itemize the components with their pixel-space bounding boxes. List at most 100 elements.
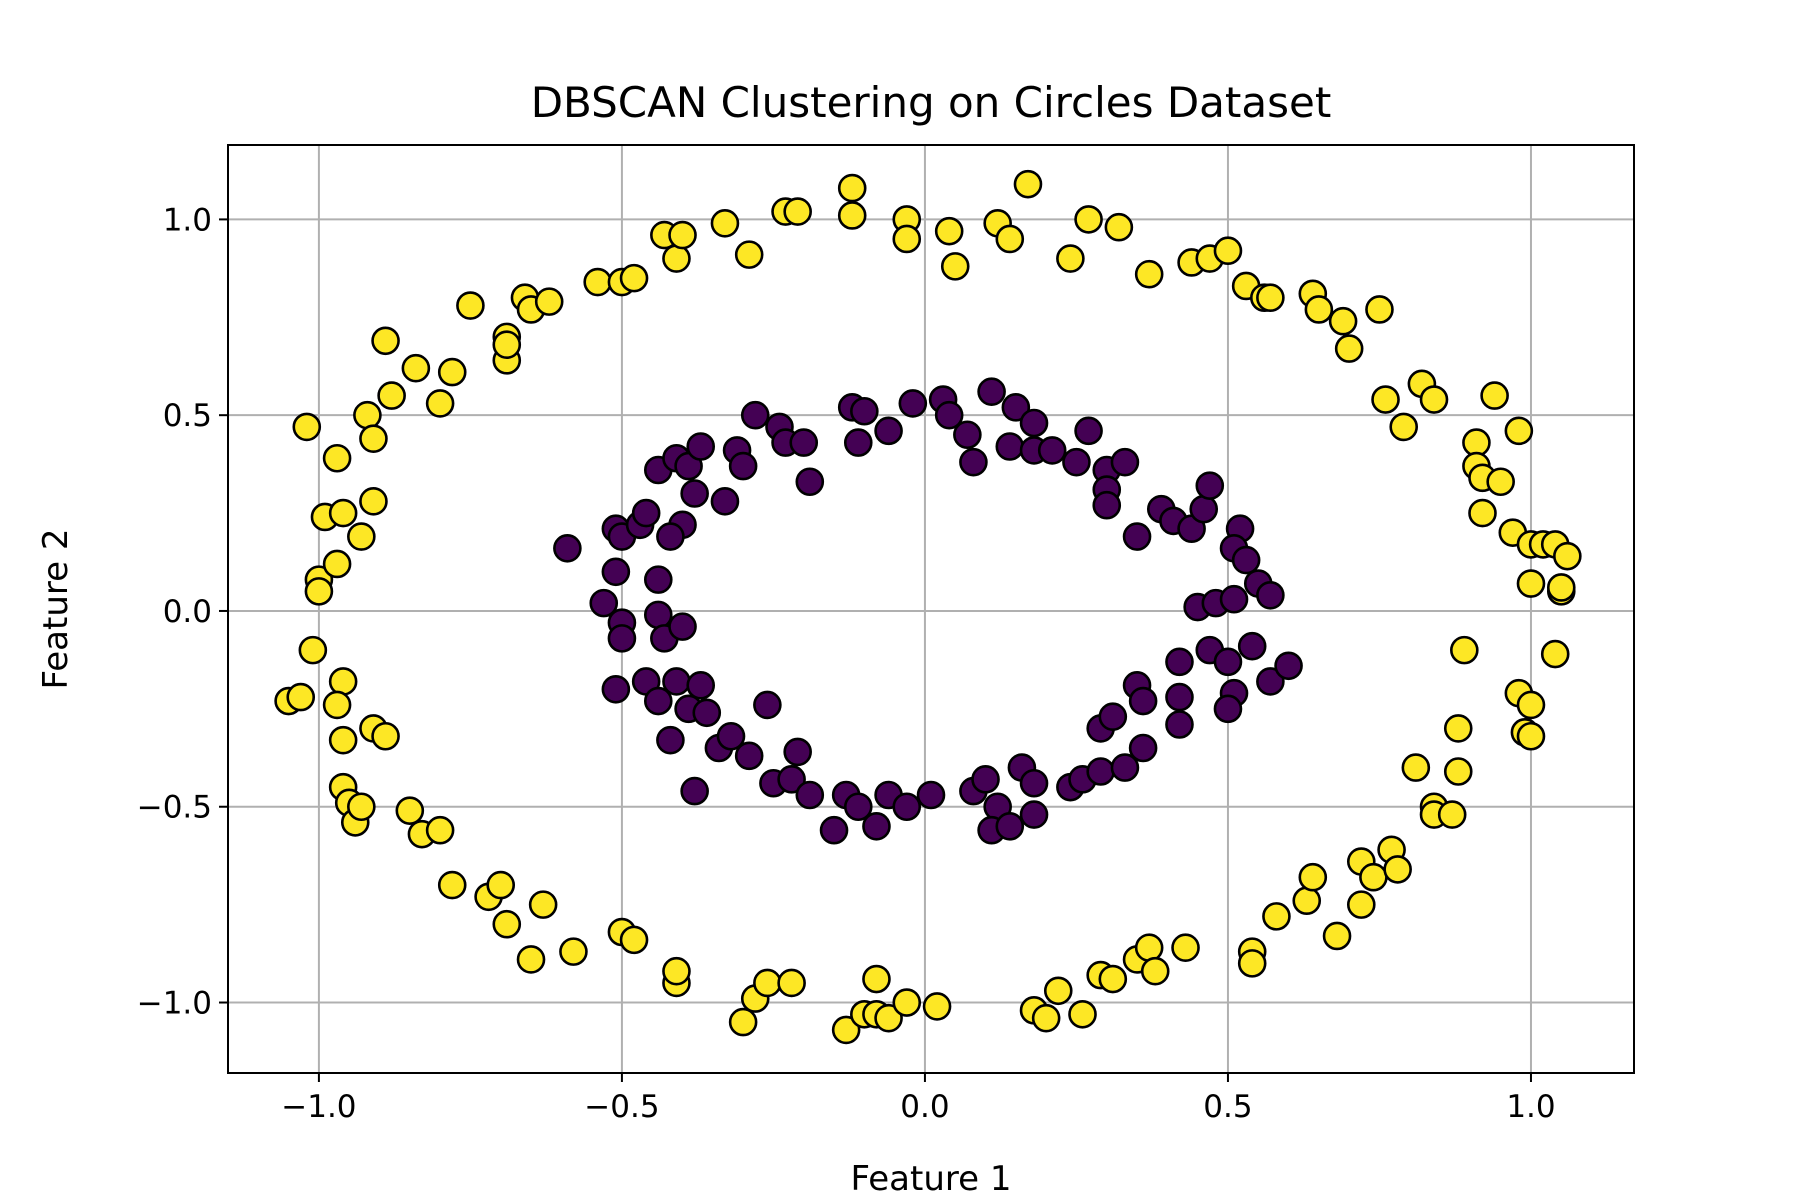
cluster-0-point bbox=[728, 451, 758, 481]
cluster-1-point bbox=[377, 381, 406, 410]
cluster-0-point bbox=[819, 815, 849, 845]
cluster-0-point bbox=[783, 737, 812, 767]
cluster-0-point bbox=[971, 765, 1000, 794]
cluster-1-point bbox=[322, 690, 352, 720]
cluster-0-point bbox=[740, 400, 770, 430]
cluster-1-point bbox=[1540, 639, 1570, 669]
cluster-1-point bbox=[1237, 949, 1267, 978]
cluster-1-point bbox=[395, 796, 425, 825]
cluster-0-point bbox=[607, 624, 637, 653]
cluster-1-point bbox=[486, 870, 516, 900]
cluster-0-point bbox=[1098, 702, 1128, 731]
cluster-1-point bbox=[892, 988, 922, 1017]
cluster-1-point bbox=[298, 635, 328, 665]
cluster-0-point bbox=[1019, 768, 1049, 798]
cluster-0-point bbox=[662, 667, 691, 696]
cluster-1-point bbox=[1383, 855, 1412, 884]
cluster-0-point bbox=[1019, 408, 1049, 438]
cluster-0-point bbox=[1237, 631, 1267, 661]
cluster-0-point bbox=[1213, 694, 1243, 724]
cluster-1-point bbox=[492, 909, 522, 939]
cluster-1-point bbox=[347, 522, 376, 551]
cluster-1-point bbox=[1262, 902, 1291, 931]
cluster-0-point bbox=[601, 557, 631, 587]
cluster-0-point bbox=[631, 498, 661, 528]
cluster-1-point bbox=[425, 389, 455, 418]
y-tick-label: 1.0 bbox=[163, 202, 212, 238]
cluster-1-point bbox=[1334, 334, 1364, 363]
cluster-1-point bbox=[862, 964, 891, 994]
cluster-0-point bbox=[643, 686, 673, 716]
cluster-1-point bbox=[304, 577, 334, 606]
cluster-0-point bbox=[850, 396, 879, 426]
cluster-0-point bbox=[862, 812, 891, 841]
cluster-0-point bbox=[959, 447, 988, 477]
cluster-1-point bbox=[1256, 283, 1285, 313]
cluster-0-point bbox=[1274, 651, 1303, 681]
cluster-1-point bbox=[528, 890, 558, 919]
cluster-1-point bbox=[728, 1007, 758, 1037]
cluster-1-point bbox=[328, 725, 358, 755]
plot-frame bbox=[227, 144, 1635, 1074]
cluster-1-point bbox=[1450, 635, 1479, 665]
cluster-1-point bbox=[371, 326, 400, 356]
cluster-1-point bbox=[347, 792, 376, 822]
cluster-0-point bbox=[589, 588, 619, 618]
cluster-1-point bbox=[286, 682, 316, 712]
y-tick-label: 0.5 bbox=[163, 398, 212, 434]
cluster-0-point bbox=[1110, 753, 1140, 782]
cluster-0-point bbox=[1213, 647, 1243, 677]
cluster-0-point bbox=[680, 776, 709, 806]
cluster-0-point bbox=[995, 432, 1025, 461]
cluster-1-point bbox=[492, 330, 522, 359]
cluster-1-point bbox=[922, 992, 952, 1021]
cluster-1-point bbox=[292, 412, 322, 442]
cluster-0-point bbox=[1165, 682, 1194, 712]
cluster-0-point bbox=[710, 487, 740, 516]
cluster-1-point bbox=[1437, 800, 1467, 829]
cluster-0-point bbox=[686, 671, 716, 700]
cluster-0-point bbox=[680, 479, 709, 508]
cluster-0-point bbox=[1019, 800, 1049, 829]
cluster-1-point bbox=[1134, 933, 1164, 963]
x-tick-label: 1.0 bbox=[1506, 1089, 1555, 1125]
cluster-1-point bbox=[1468, 498, 1497, 528]
cluster-1-point bbox=[1104, 212, 1134, 242]
cluster-1-point bbox=[1298, 862, 1328, 892]
cluster-1-point bbox=[1462, 428, 1491, 457]
cluster-0-point bbox=[1086, 757, 1115, 786]
cluster-1-point bbox=[1322, 921, 1352, 951]
cluster-0-point bbox=[716, 721, 746, 751]
cluster-1-point bbox=[1056, 244, 1085, 273]
cluster-0-point bbox=[1189, 494, 1219, 524]
cluster-0-point bbox=[898, 389, 928, 418]
cluster-1-point bbox=[359, 487, 388, 516]
cluster-1-point bbox=[1013, 169, 1043, 199]
cluster-1-point bbox=[837, 201, 867, 230]
grid-lines bbox=[228, 145, 1634, 1073]
cluster-0-point bbox=[656, 522, 685, 551]
cluster-1-point bbox=[619, 925, 649, 955]
cluster-1-point bbox=[831, 1015, 861, 1045]
cluster-1-point bbox=[1480, 381, 1509, 410]
x-axis-label: Feature 1 bbox=[851, 1159, 1012, 1199]
x-tick-label: −1.0 bbox=[281, 1089, 356, 1125]
y-tick-label: −1.0 bbox=[137, 986, 212, 1022]
cluster-0-point bbox=[789, 428, 819, 457]
cluster-1-point bbox=[322, 443, 352, 473]
cluster-1-point bbox=[516, 945, 546, 974]
cluster-1-point bbox=[995, 224, 1025, 254]
cluster-0-point bbox=[777, 765, 806, 794]
cluster-1-point bbox=[1068, 999, 1097, 1029]
cluster-0-point bbox=[656, 725, 685, 755]
cluster-0-point bbox=[643, 565, 673, 594]
cluster-1-point bbox=[328, 498, 358, 528]
cluster-0-point bbox=[977, 377, 1006, 406]
cluster-0-point bbox=[1165, 647, 1194, 677]
cluster-1-point bbox=[710, 209, 740, 238]
cluster-0-point bbox=[1256, 667, 1285, 696]
cluster-0-point bbox=[1219, 584, 1249, 614]
cluster-1-point bbox=[1504, 416, 1534, 446]
cluster-1-point bbox=[1346, 890, 1376, 919]
